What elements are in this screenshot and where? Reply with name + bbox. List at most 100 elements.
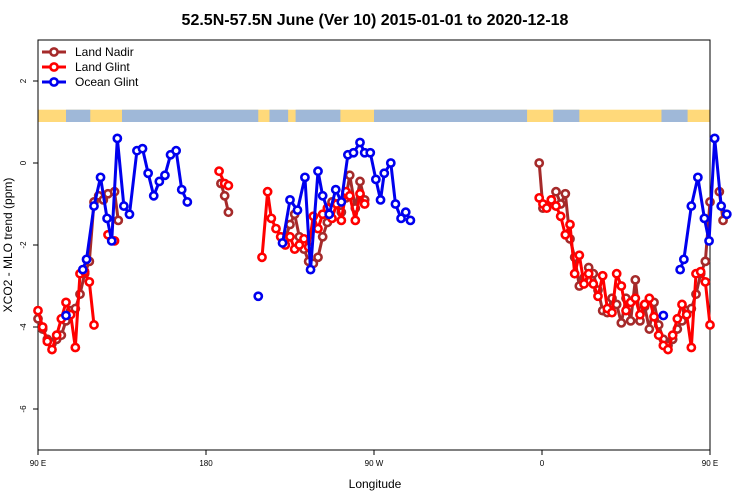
ocean-glint-point [709, 133, 720, 144]
ocean-band [66, 109, 91, 122]
land-glint-point [644, 293, 655, 304]
ocean-glint-point [277, 238, 288, 248]
land-glint-point [555, 211, 566, 222]
ocean-glint-point [160, 170, 170, 181]
land-glint-point [33, 305, 43, 316]
x-tick-label: 90 E [30, 459, 46, 468]
legend-label: Land Glint [75, 60, 130, 74]
y-tick-label: -6 [19, 405, 28, 413]
land-nadir-point [630, 274, 641, 285]
land-glint-point [705, 320, 715, 330]
land-glint-point [574, 250, 585, 261]
legend-swatch-marker [49, 62, 59, 72]
land-glint-point [84, 276, 95, 287]
land-glint-point [336, 215, 347, 226]
ocean-glint-point [154, 176, 165, 187]
ocean-glint-point [330, 184, 341, 195]
land-glint-point [70, 342, 81, 353]
land-glint-point [42, 336, 53, 347]
ocean-glint-point [675, 264, 686, 275]
land-nadir-point [355, 176, 365, 187]
ocean-glint-point [716, 201, 727, 211]
ocean-glint-point [658, 310, 669, 321]
land-glint-point [355, 188, 365, 199]
land-nadir-point [219, 190, 230, 201]
land-glint-point [344, 190, 355, 201]
land-glint-point [223, 180, 234, 191]
land-glint-point [359, 199, 370, 209]
land-glint-point [37, 322, 48, 332]
ocean-glint-point [405, 215, 416, 226]
land-nadir-point [644, 324, 655, 334]
land-glint-point [299, 233, 309, 244]
x-tick-label: 90 W [365, 459, 384, 468]
legend-item-land-glint: Land Glint [42, 60, 130, 74]
land-nadir-point [616, 317, 627, 328]
land-glint-point [51, 330, 62, 341]
legend-swatch-marker [49, 47, 59, 57]
y-tick-label: -4 [19, 323, 28, 331]
land-glint-point [285, 231, 295, 242]
ocean-glint-point [285, 194, 295, 205]
land-nadir-point [534, 158, 545, 168]
x-tick-label: 180 [199, 459, 213, 468]
land-glint-point [607, 307, 617, 318]
ocean-glint-point [692, 172, 703, 183]
land-glint-point [593, 291, 603, 302]
y-tick-label: -2 [19, 241, 28, 249]
ocean-band [661, 109, 688, 122]
legend-swatch-marker [49, 77, 59, 87]
land-nadir-point [223, 207, 234, 218]
ocean-glint-point [61, 310, 71, 321]
ocean-band [295, 109, 341, 122]
land-glint-point [262, 186, 273, 197]
land-glint-point [630, 293, 641, 304]
land-glint-point [649, 311, 659, 322]
land-glint-point [266, 213, 277, 224]
land-glint-point [294, 240, 305, 250]
ocean-glint-point [324, 209, 335, 220]
ocean-glint-point [721, 209, 732, 220]
land-glint-point [350, 215, 361, 226]
ocean-glint-point [686, 201, 697, 211]
ocean-glint-point [348, 147, 359, 158]
land-nadir-series [33, 158, 728, 351]
ocean-glint-point [95, 172, 106, 183]
ocean-glint-point [375, 194, 386, 205]
series-group [33, 133, 732, 355]
legend-item-land-nadir: Land Nadir [42, 45, 134, 59]
ocean-band [269, 109, 289, 122]
legend-label: Land Nadir [75, 45, 134, 59]
ocean-glint-point [678, 254, 689, 265]
ocean-glint-point [118, 201, 129, 211]
land-glint-point [541, 203, 552, 213]
ocean-glint-point [171, 145, 182, 156]
ocean-band [374, 109, 528, 122]
y-tick-label: 0 [19, 160, 28, 165]
land-glint-point [61, 297, 71, 308]
land-glint-point [579, 279, 589, 289]
ocean-glint-point [77, 264, 88, 275]
ocean-glint-point [300, 172, 310, 183]
land-glint-point [681, 309, 692, 320]
ocean-glint-point [699, 213, 710, 224]
land-glint-point [611, 268, 622, 279]
ocean-glint-point [143, 168, 154, 179]
ocean-glint-point [365, 147, 376, 158]
land-glint-point [588, 279, 599, 289]
land-glint-point [89, 320, 99, 330]
plot-frame [37, 39, 711, 451]
land-glint-point [560, 229, 571, 240]
ocean-glint-point [390, 199, 401, 209]
x-tick-label: 90 E [702, 459, 718, 468]
chart-title: 52.5N-57.5N June (Ver 10) 2015-01-01 to … [182, 12, 569, 29]
ocean-glint-point [106, 235, 117, 246]
land-glint-point [663, 344, 673, 355]
ocean-glint-point [148, 190, 159, 201]
land-nadir-point [551, 186, 561, 197]
ocean-glint-point [112, 133, 123, 144]
ocean-glint-point [704, 235, 714, 246]
ocean-glint-point [379, 168, 390, 179]
ocean-glint-point [400, 207, 411, 218]
